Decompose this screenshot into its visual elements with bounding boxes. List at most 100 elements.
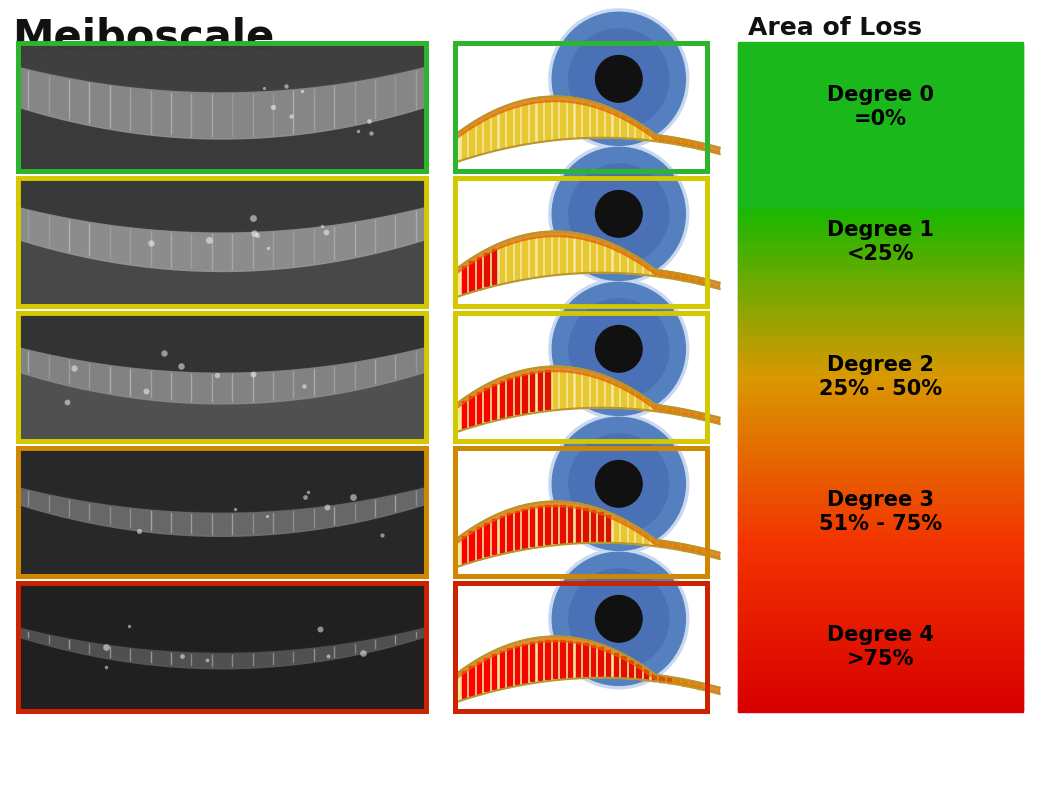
Circle shape bbox=[569, 299, 669, 399]
Bar bbox=[18, 43, 426, 171]
Bar bbox=[738, 681, 1023, 685]
Bar bbox=[738, 559, 1023, 563]
Bar bbox=[584, 508, 588, 542]
Text: >75%: >75% bbox=[847, 649, 914, 669]
Bar bbox=[738, 634, 1023, 638]
Bar bbox=[738, 536, 1023, 540]
Bar bbox=[738, 445, 1023, 449]
Bar bbox=[455, 43, 708, 171]
Bar bbox=[738, 385, 1023, 389]
Bar bbox=[568, 101, 572, 137]
Bar bbox=[561, 505, 565, 543]
Bar bbox=[738, 530, 1023, 534]
Point bbox=[363, 126, 379, 139]
Polygon shape bbox=[18, 66, 426, 139]
Bar bbox=[738, 394, 1023, 398]
Bar bbox=[637, 664, 641, 679]
Bar bbox=[628, 120, 634, 138]
Bar bbox=[738, 654, 1023, 658]
Bar bbox=[575, 642, 580, 677]
Bar bbox=[738, 643, 1023, 647]
Bar bbox=[738, 674, 1023, 678]
Bar bbox=[455, 583, 708, 711]
Bar bbox=[738, 581, 1023, 585]
Bar bbox=[738, 534, 1023, 539]
Bar bbox=[738, 167, 1023, 171]
Bar bbox=[738, 432, 1023, 436]
Polygon shape bbox=[456, 637, 720, 702]
Bar bbox=[738, 437, 1023, 440]
Bar bbox=[738, 587, 1023, 592]
Bar bbox=[738, 421, 1023, 425]
Bar bbox=[738, 556, 1023, 560]
Bar bbox=[477, 662, 481, 693]
Bar bbox=[738, 650, 1023, 654]
Bar bbox=[738, 468, 1023, 472]
Bar bbox=[738, 389, 1023, 393]
Bar bbox=[538, 506, 542, 545]
Bar bbox=[552, 235, 557, 274]
Bar bbox=[738, 173, 1023, 178]
Bar bbox=[462, 131, 466, 158]
Bar bbox=[738, 452, 1023, 456]
Bar bbox=[18, 448, 426, 576]
Bar bbox=[738, 211, 1023, 215]
Circle shape bbox=[569, 569, 669, 669]
Bar bbox=[738, 331, 1023, 336]
Bar bbox=[738, 641, 1023, 646]
Bar bbox=[515, 646, 519, 684]
Bar bbox=[738, 318, 1023, 322]
Bar bbox=[469, 531, 474, 561]
Point bbox=[320, 650, 337, 662]
Bar bbox=[738, 483, 1023, 487]
Bar bbox=[738, 373, 1023, 378]
Point bbox=[299, 485, 316, 498]
Bar bbox=[738, 287, 1023, 291]
Bar bbox=[492, 519, 496, 555]
Circle shape bbox=[596, 595, 642, 642]
Bar bbox=[651, 404, 656, 411]
Polygon shape bbox=[18, 178, 426, 231]
Bar bbox=[738, 142, 1023, 146]
Bar bbox=[738, 699, 1023, 703]
Bar bbox=[738, 113, 1023, 117]
Bar bbox=[738, 499, 1023, 503]
Bar bbox=[738, 122, 1023, 126]
Bar bbox=[738, 192, 1023, 196]
Point bbox=[283, 109, 300, 122]
Point bbox=[98, 641, 115, 654]
Bar bbox=[738, 590, 1023, 594]
Point bbox=[201, 233, 218, 246]
Bar bbox=[667, 407, 671, 413]
Bar bbox=[568, 506, 572, 542]
Bar bbox=[738, 657, 1023, 661]
Bar bbox=[681, 275, 687, 281]
Bar bbox=[738, 77, 1023, 82]
Bar bbox=[738, 567, 1023, 571]
Bar bbox=[738, 224, 1023, 229]
Text: Degree 0: Degree 0 bbox=[827, 85, 934, 105]
Bar bbox=[738, 274, 1023, 278]
Bar bbox=[545, 505, 550, 544]
Bar bbox=[738, 543, 1023, 547]
Point bbox=[350, 124, 367, 137]
Bar bbox=[651, 539, 656, 546]
Bar bbox=[621, 656, 625, 678]
Polygon shape bbox=[18, 313, 426, 372]
Bar bbox=[621, 521, 625, 543]
Point bbox=[374, 529, 391, 542]
Bar bbox=[738, 503, 1023, 508]
Bar bbox=[651, 134, 656, 140]
Bar bbox=[738, 683, 1023, 688]
Bar bbox=[738, 685, 1023, 689]
Bar bbox=[507, 513, 512, 551]
Bar bbox=[18, 583, 426, 711]
Bar bbox=[738, 218, 1023, 222]
Bar bbox=[738, 514, 1023, 518]
Bar bbox=[738, 505, 1023, 509]
Bar bbox=[738, 320, 1023, 325]
Bar bbox=[738, 109, 1023, 113]
Bar bbox=[738, 85, 1023, 89]
Bar bbox=[738, 570, 1023, 574]
Polygon shape bbox=[456, 231, 720, 297]
